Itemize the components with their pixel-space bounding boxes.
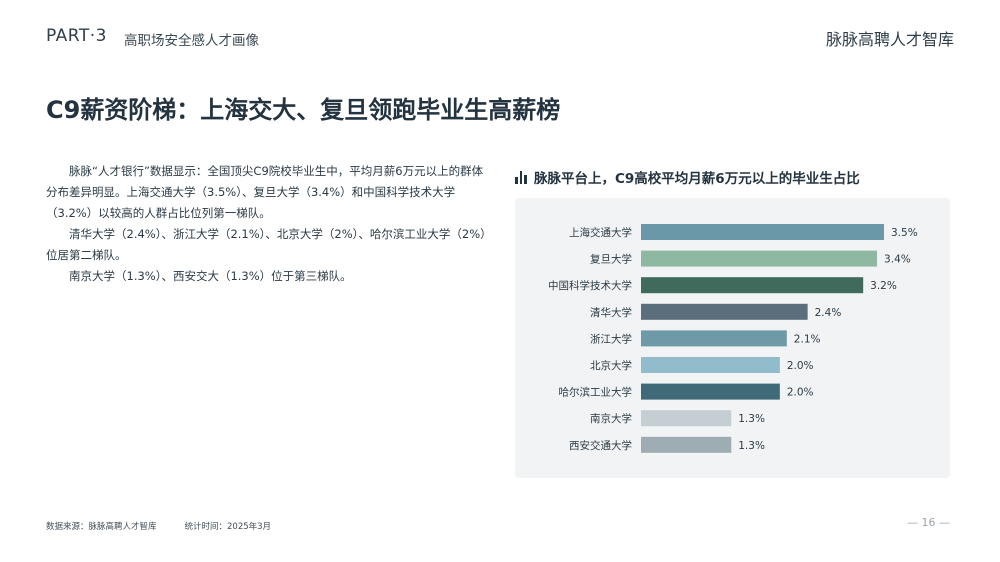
category-label: 复旦大学	[590, 253, 632, 266]
value-label: 2.0%	[787, 360, 814, 372]
header: PART·3 高职场安全感人才画像 脉脉高聘人才智库	[46, 26, 954, 52]
value-label: 3.5%	[891, 227, 918, 239]
bar	[641, 250, 878, 267]
section-title: 高职场安全感人才画像	[124, 33, 259, 49]
value-label: 2.1%	[794, 333, 821, 345]
brand-name: 脉脉高聘人才智库	[825, 30, 954, 49]
category-label: 上海交通大学	[569, 226, 632, 239]
bar	[641, 410, 732, 427]
value-label: 2.4%	[815, 307, 842, 319]
page-title: C9薪资阶梯：上海交大、复旦领跑毕业生高薪榜	[46, 96, 561, 124]
data-source: 数据来源：脉脉高聘人才智库	[46, 522, 157, 532]
page-number: — 16 —	[907, 516, 950, 529]
chart-panel: 上海交通大学 3.5% 复旦大学 3.4% 中国科学技术大学 3.2% 清华大学 2.4% 浙江…	[515, 198, 950, 478]
bar	[641, 277, 864, 294]
category-label: 北京大学	[590, 359, 632, 372]
part-label: PART·3	[46, 26, 107, 46]
bar	[641, 436, 732, 453]
value-label: 3.2%	[870, 280, 897, 292]
category-label: 哈尔滨工业大学	[559, 386, 633, 399]
paragraph-tier-3: 南京大学（1.3%）、西安交大（1.3%）位于第三梯队。	[69, 269, 352, 283]
category-label: 西安交通大学	[569, 439, 632, 452]
value-label: 3.4%	[884, 254, 911, 266]
bar	[641, 303, 808, 320]
paragraph-tier-2: 清华大学（2.4%）、浙江大学（2.1%）、北京大学（2%）、哈尔滨工业大学（2…	[46, 227, 486, 262]
bar-chart-icon	[515, 170, 527, 184]
chart-title: 脉脉平台上，C9高校平均月薪6万元以上的毕业生占比	[534, 171, 860, 187]
category-label: 南京大学	[590, 412, 632, 425]
value-label: 1.3%	[738, 413, 765, 425]
bar	[641, 383, 780, 400]
footer-source: 数据来源：脉脉高聘人才智库 统计时间：2025年3月	[46, 520, 271, 532]
value-label: 1.3%	[738, 440, 765, 452]
paragraph-tier-1: 脉脉“人才银行”数据显示：全国顶尖C9院校毕业生中，平均月薪6万元以上的群体分布…	[46, 164, 484, 220]
value-label: 2.0%	[787, 387, 814, 399]
category-label: 中国科学技术大学	[548, 279, 632, 292]
category-label: 清华大学	[590, 306, 632, 319]
bar	[641, 357, 780, 373]
category-label: 浙江大学	[590, 332, 632, 345]
bar-chart: 上海交通大学 3.5% 复旦大学 3.4% 中国科学技术大学 3.2% 清华大学 2.4% 浙江…	[548, 224, 918, 453]
stat-time: 统计时间：2025年3月	[184, 522, 272, 532]
bar	[641, 224, 884, 240]
bar	[641, 330, 787, 347]
body-text: 脉脉“人才银行”数据显示：全国顶尖C9院校毕业生中，平均月薪6万元以上的群体分布…	[46, 161, 486, 287]
